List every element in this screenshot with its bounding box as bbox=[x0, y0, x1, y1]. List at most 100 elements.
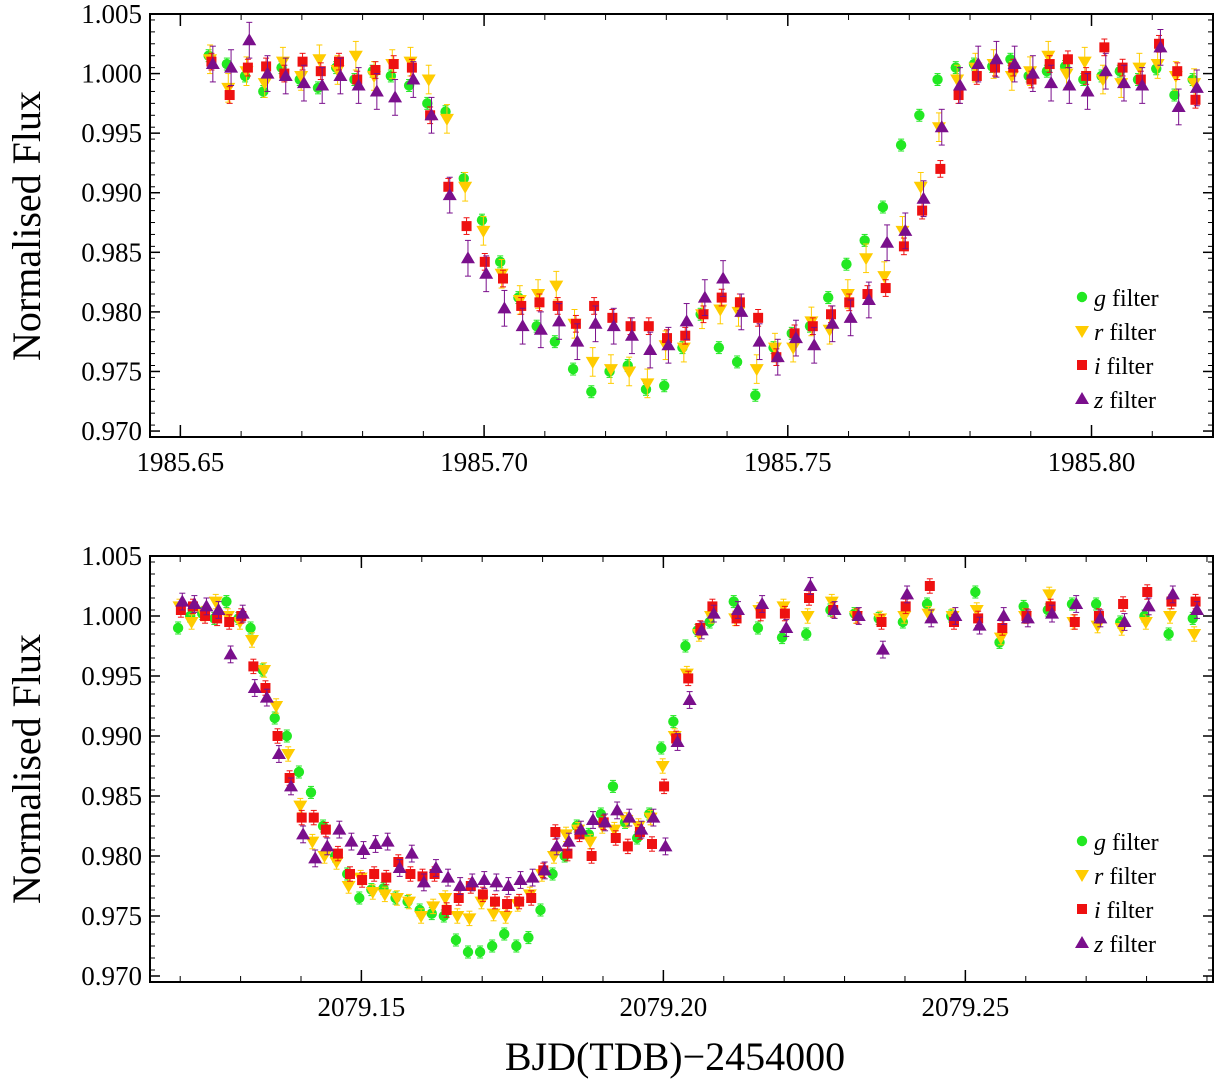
data-point-r bbox=[184, 617, 199, 629]
data-point-g bbox=[462, 946, 474, 958]
legend-label-italic: r bbox=[1094, 864, 1104, 890]
data-point-i bbox=[297, 56, 308, 67]
data-point-i bbox=[224, 617, 235, 627]
data-point-i bbox=[369, 869, 380, 879]
data-point-z bbox=[479, 266, 494, 279]
data-point-z bbox=[586, 813, 601, 825]
data-point-r bbox=[450, 911, 465, 923]
legend-marker-g bbox=[1076, 291, 1088, 303]
data-point-z bbox=[351, 78, 366, 91]
data-point-i bbox=[260, 683, 271, 693]
legend-label-text: filter bbox=[1106, 830, 1159, 856]
data-point-r bbox=[348, 50, 363, 63]
data-point-z bbox=[716, 271, 731, 284]
y-tick-label: 0.990 bbox=[81, 178, 142, 208]
data-point-r bbox=[1132, 62, 1147, 75]
data-point-r bbox=[317, 851, 332, 863]
data-point-r bbox=[877, 271, 892, 284]
data-point-i bbox=[332, 848, 343, 859]
data-point-z bbox=[205, 57, 220, 70]
data-point-i bbox=[534, 297, 545, 308]
data-point-g bbox=[656, 742, 667, 754]
legend-marker-z bbox=[1075, 392, 1089, 404]
data-point-r bbox=[1095, 74, 1110, 87]
legend-label-text: filter bbox=[1106, 286, 1159, 312]
data-point-g bbox=[172, 622, 184, 634]
data-point-r bbox=[257, 78, 272, 91]
data-point-i bbox=[647, 839, 658, 849]
data-point-z bbox=[525, 870, 540, 883]
data-point-z bbox=[211, 603, 226, 615]
data-point-r bbox=[377, 889, 392, 902]
y-tick-label: 0.995 bbox=[81, 118, 142, 148]
data-point-i bbox=[441, 905, 452, 915]
data-point-z bbox=[1045, 606, 1060, 619]
data-point-g bbox=[567, 363, 579, 375]
data-point-i bbox=[900, 601, 911, 612]
data-point-i bbox=[272, 731, 283, 741]
series-g bbox=[203, 49, 1198, 402]
data-point-z bbox=[333, 68, 348, 81]
data-point-r bbox=[776, 601, 791, 614]
legend-label-i: i filter bbox=[1094, 898, 1153, 924]
data-point-r bbox=[208, 596, 223, 609]
x-tick-label: 1985.65 bbox=[136, 447, 224, 477]
data-point-z bbox=[259, 690, 274, 703]
data-point-z bbox=[513, 873, 528, 885]
data-point-g bbox=[659, 380, 670, 391]
data-point-z bbox=[278, 68, 293, 81]
data-point-g bbox=[932, 74, 943, 85]
data-point-r bbox=[341, 881, 356, 893]
data-point-i bbox=[948, 617, 959, 627]
data-point-z bbox=[916, 191, 931, 204]
data-point-i bbox=[804, 593, 815, 603]
data-point-z bbox=[1025, 66, 1040, 79]
data-point-i bbox=[707, 601, 718, 612]
data-point-i bbox=[502, 899, 513, 909]
data-point-i bbox=[479, 256, 490, 267]
y-tick-label: 0.980 bbox=[81, 841, 142, 871]
data-point-z bbox=[952, 78, 967, 91]
data-point-r bbox=[1059, 68, 1074, 81]
data-point-r bbox=[414, 911, 429, 923]
data-point-r bbox=[462, 913, 477, 926]
legend-label-text: filter bbox=[1101, 354, 1154, 380]
data-point-i bbox=[953, 90, 964, 101]
data-point-g bbox=[547, 868, 558, 880]
data-point-r bbox=[426, 901, 441, 914]
data-point-z bbox=[598, 815, 613, 828]
x-tick-label: 2079.15 bbox=[318, 992, 406, 1022]
data-point-i bbox=[716, 292, 727, 303]
data-point-r bbox=[676, 342, 691, 355]
y-tick-label: 0.985 bbox=[81, 237, 142, 267]
data-point-i bbox=[1045, 601, 1056, 612]
data-point-r bbox=[1041, 50, 1056, 63]
data-point-r bbox=[458, 181, 473, 194]
legend-marker-z bbox=[1075, 936, 1089, 948]
legend-label-text: filter bbox=[1103, 388, 1156, 414]
legend-label-italic: i bbox=[1094, 354, 1101, 380]
data-point-z bbox=[235, 606, 250, 619]
data-point-i bbox=[388, 59, 399, 70]
data-point-z bbox=[851, 609, 866, 621]
data-point-i bbox=[1062, 54, 1073, 65]
data-point-z bbox=[752, 334, 767, 347]
data-point-z bbox=[380, 834, 395, 847]
data-point-z bbox=[260, 66, 275, 79]
data-point-i bbox=[779, 608, 790, 619]
data-point-g bbox=[731, 356, 743, 368]
data-point-z bbox=[453, 879, 468, 891]
panel-1: 0.970 0.975 0.980 0.985 0.990 0.995 1.000 1.005… bbox=[4, 0, 1214, 477]
data-point-g bbox=[549, 336, 561, 347]
data-point-z bbox=[670, 735, 685, 747]
data-point-r bbox=[329, 857, 344, 869]
data-point-g bbox=[523, 932, 534, 943]
data-point-r bbox=[800, 611, 815, 623]
panel-2: 0.970 0.975 0.980 0.985 0.990 0.995 1.000 1.005… bbox=[4, 541, 1214, 1022]
data-point-i bbox=[1135, 74, 1146, 85]
data-point-i bbox=[514, 896, 525, 907]
x-tick-label: 1985.70 bbox=[440, 447, 528, 477]
x-tick-label: 2079.20 bbox=[620, 992, 708, 1022]
data-point-z bbox=[706, 606, 721, 619]
data-point-g bbox=[422, 98, 433, 109]
